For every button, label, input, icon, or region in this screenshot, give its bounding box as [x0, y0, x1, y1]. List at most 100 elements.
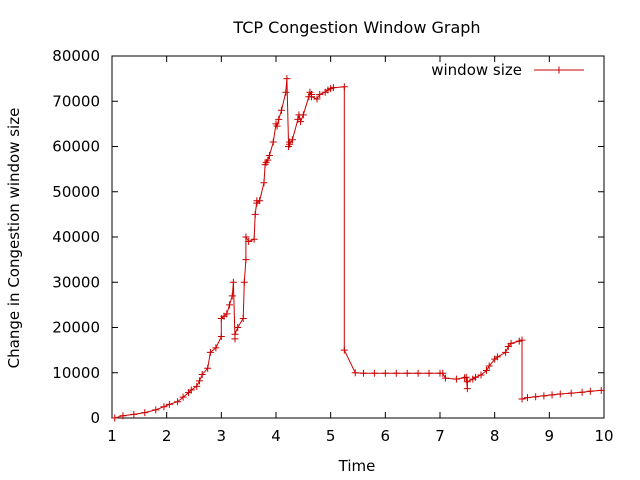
legend: window size [431, 61, 584, 79]
data-point [597, 386, 605, 394]
data-point [392, 369, 400, 377]
data-point [548, 391, 556, 399]
data-point [245, 238, 253, 246]
data-point [277, 106, 285, 114]
data-point [518, 336, 526, 344]
data-point [217, 333, 225, 341]
data-point [174, 398, 182, 406]
data-point [370, 369, 378, 377]
data-point [578, 388, 586, 396]
data-point [283, 75, 291, 83]
chart-title: TCP Congestion Window Graph [232, 18, 480, 37]
data-point [462, 373, 470, 381]
data-point [265, 152, 273, 160]
data-point [234, 324, 242, 331]
legend-label: window size [431, 61, 522, 79]
y-tick-label: 70000 [52, 92, 100, 110]
data-point [477, 371, 485, 379]
x-axis-label: Time [338, 457, 376, 475]
data-point [251, 210, 259, 218]
data-point [297, 118, 305, 126]
data-point [264, 156, 272, 164]
y-tick-label: 60000 [52, 138, 100, 156]
data-point [231, 330, 239, 338]
data-point [288, 136, 296, 144]
data-point [359, 369, 367, 377]
x-tick-label: 2 [162, 427, 172, 445]
data-point [239, 314, 247, 322]
data-point [165, 400, 173, 408]
data-point [439, 369, 447, 377]
data-point [425, 369, 433, 377]
data-point [308, 93, 316, 101]
data-point [403, 369, 411, 377]
data-point [226, 301, 234, 309]
data-point [240, 278, 248, 286]
x-tick-label: 1 [107, 427, 117, 445]
data-point [340, 346, 348, 354]
data-point [198, 371, 206, 379]
data-point [242, 233, 250, 241]
data-point [152, 406, 160, 414]
data-point [586, 387, 594, 395]
data-point [250, 235, 258, 243]
data-point [316, 90, 324, 98]
data-point [340, 83, 348, 91]
y-axis: 0 10000 20000 30000 40000 50000 60000 70000 8000… [52, 47, 604, 427]
data-point [463, 385, 471, 393]
legend-marker [555, 66, 563, 74]
data-point [130, 410, 138, 418]
data-point [179, 393, 187, 401]
y-tick-label: 20000 [52, 319, 100, 337]
data-point [223, 310, 231, 318]
x-tick-label: 8 [490, 427, 500, 445]
y-tick-label: 30000 [52, 273, 100, 291]
x-tick-label: 7 [435, 427, 445, 445]
data-point [193, 382, 201, 390]
data-point [204, 364, 212, 372]
y-tick-label: 0 [90, 409, 100, 427]
x-tick-label: 10 [594, 427, 613, 445]
series-layer [111, 75, 605, 422]
data-point [532, 393, 540, 401]
data-point [273, 122, 281, 130]
data-point [195, 377, 203, 385]
data-point [329, 84, 337, 92]
y-tick-label: 10000 [52, 364, 100, 382]
data-point [381, 369, 389, 377]
data-point [452, 375, 460, 383]
data-point [313, 95, 321, 103]
data-point [523, 394, 531, 402]
data-point [299, 111, 307, 119]
data-point [286, 140, 294, 148]
x-tick-label: 3 [217, 427, 227, 445]
data-point [518, 395, 526, 403]
data-point [441, 374, 449, 382]
data-point [282, 88, 290, 96]
x-tick-label: 6 [381, 427, 391, 445]
data-point [414, 369, 422, 377]
data-point [567, 389, 575, 397]
data-point [482, 366, 490, 374]
x-tick-label: 4 [271, 427, 281, 445]
plot-frame [111, 55, 605, 419]
data-point [229, 278, 237, 286]
data-point [228, 292, 236, 300]
data-point [206, 348, 214, 356]
data-point [556, 390, 564, 398]
data-point [485, 362, 493, 370]
x-tick-label: 9 [545, 427, 555, 445]
data-point [351, 369, 359, 377]
data-point [242, 256, 250, 264]
y-tick-label: 40000 [52, 228, 100, 246]
series-line [114, 78, 602, 419]
data-point [111, 414, 119, 422]
y-axis-label: Change in Congestion window size [5, 108, 23, 369]
data-point [256, 197, 264, 205]
data-point [540, 392, 548, 400]
data-point [463, 378, 471, 386]
plot-border [111, 55, 605, 419]
x-tick-label: 5 [326, 427, 336, 445]
data-point [507, 339, 515, 347]
